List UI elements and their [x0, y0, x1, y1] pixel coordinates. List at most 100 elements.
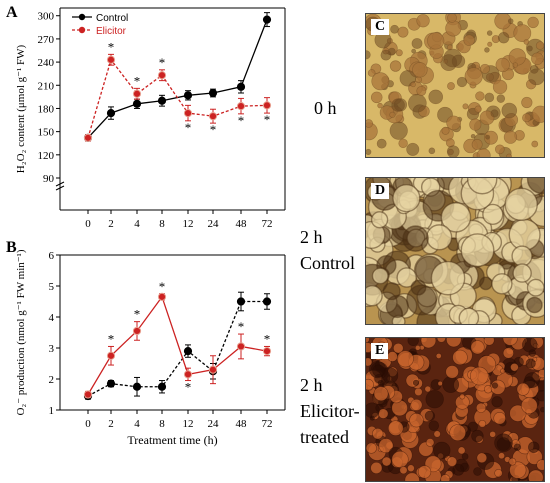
cell [506, 153, 512, 157]
data-point [236, 342, 246, 351]
cell [415, 76, 422, 84]
y-tick-label: 3 [49, 343, 55, 355]
cell [490, 109, 499, 118]
cell [440, 202, 472, 233]
significance-star: * [210, 122, 217, 137]
cell [470, 133, 476, 139]
cell [382, 282, 401, 301]
y-tick-label: 120 [38, 150, 55, 162]
cell [366, 50, 371, 60]
x-tick-label: 72 [262, 218, 273, 230]
data-point [236, 102, 246, 111]
significance-star: * [185, 120, 192, 135]
data-point [236, 82, 246, 91]
cell [475, 402, 487, 413]
data-point [106, 55, 116, 64]
cell [509, 461, 527, 479]
legend-label: Elicitor [96, 26, 127, 37]
data-point [183, 370, 193, 379]
cell [366, 338, 370, 343]
cell [470, 340, 485, 355]
cell [378, 438, 394, 454]
cell [372, 427, 384, 440]
cell [433, 430, 441, 438]
cell [407, 464, 415, 472]
cell [446, 145, 460, 157]
photo-c: C [365, 13, 545, 158]
cell [498, 32, 510, 44]
cell [416, 85, 427, 96]
cell [416, 14, 430, 28]
x-tick-label: 24 [208, 218, 220, 230]
cell [399, 466, 408, 475]
y-tick-label: 6 [49, 250, 55, 262]
cell [446, 456, 458, 467]
cell [410, 279, 427, 296]
significance-star: * [264, 112, 271, 127]
cell [462, 103, 469, 110]
cell [377, 380, 384, 386]
panel-letter-a: A [6, 4, 18, 21]
cell [366, 442, 377, 454]
cell [376, 138, 387, 149]
cell [399, 70, 417, 87]
y-tick-label: 210 [38, 80, 55, 92]
cell [507, 18, 514, 24]
cell [428, 420, 440, 431]
cell [531, 140, 539, 148]
cell [396, 267, 417, 288]
data-point [262, 347, 272, 356]
data-point [208, 88, 218, 98]
cell [522, 338, 538, 353]
micrograph-image [366, 338, 544, 481]
cell [496, 94, 506, 103]
cell [502, 338, 518, 346]
significance-star: * [185, 380, 192, 395]
cell [478, 419, 487, 428]
series-line-control [87, 300, 267, 397]
cell [483, 338, 495, 346]
cell [470, 366, 489, 386]
cell [435, 353, 442, 359]
data-point [183, 91, 193, 100]
cell [522, 113, 532, 123]
cell [445, 365, 459, 379]
cell [513, 443, 522, 451]
cell [408, 93, 427, 113]
series-line-control [87, 19, 268, 139]
photo-d: D [365, 177, 545, 325]
data-point [183, 347, 193, 356]
x-tick-label: 72 [262, 418, 273, 430]
cell [491, 396, 503, 408]
data-point [208, 112, 218, 121]
cell [466, 178, 498, 195]
cell [516, 382, 530, 396]
cell [528, 441, 540, 453]
cell [425, 438, 435, 447]
cell [475, 91, 485, 101]
cell [486, 30, 493, 36]
cell [483, 385, 493, 394]
cell [510, 363, 519, 372]
cell [366, 285, 383, 307]
cell [471, 139, 483, 150]
cell [420, 338, 437, 349]
cell [371, 72, 390, 91]
cell [512, 263, 532, 283]
cell [508, 218, 541, 251]
cell [446, 338, 462, 348]
cell [406, 142, 420, 156]
cell [378, 408, 389, 419]
cell [471, 429, 484, 443]
data-point [106, 379, 116, 388]
cell [366, 378, 374, 391]
cell [511, 245, 533, 267]
panel-letter-b: B [6, 239, 17, 256]
data-point [262, 15, 272, 24]
cell [370, 461, 383, 474]
cell [494, 144, 505, 155]
cell [494, 468, 503, 478]
data-point [262, 101, 272, 110]
cell [487, 41, 493, 47]
